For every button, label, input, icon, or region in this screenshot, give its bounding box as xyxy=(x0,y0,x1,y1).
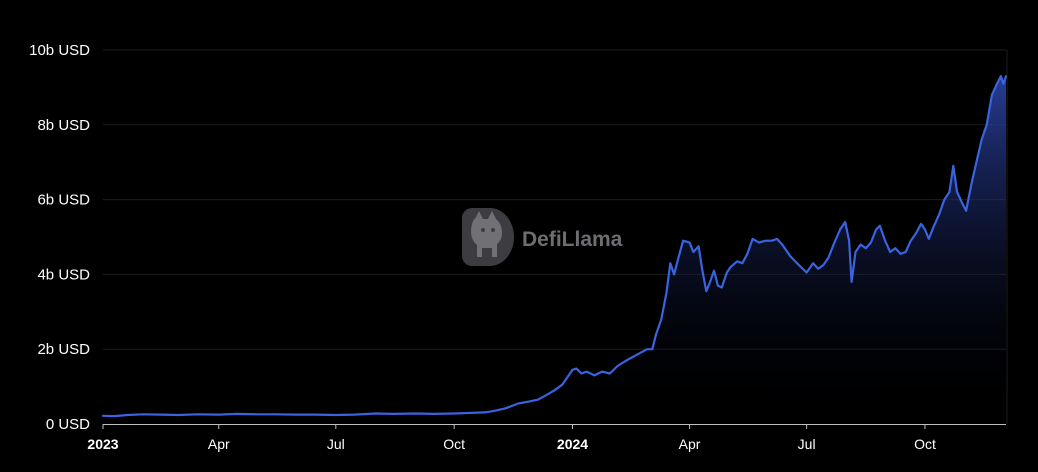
y-tick-label: 10b USD xyxy=(29,42,90,59)
y-tick-label: 6b USD xyxy=(37,192,90,209)
y-tick-label: 0 USD xyxy=(46,416,90,433)
y-tick-label: 8b USD xyxy=(37,117,90,134)
x-tick-label: Apr xyxy=(208,436,230,452)
x-tick-label: Apr xyxy=(679,436,701,452)
x-tick-label: Oct xyxy=(914,436,936,452)
watermark-text: DefiLlama xyxy=(522,228,623,251)
y-tick-label: 4b USD xyxy=(37,266,90,283)
llama-logo-icon xyxy=(462,208,514,266)
x-tick-label: 2023 xyxy=(87,436,118,452)
y-tick-label: 2b USD xyxy=(37,341,90,358)
x-tick-label: Jul xyxy=(798,436,816,452)
x-tick-label: Jul xyxy=(327,436,345,452)
watermark: DefiLlama xyxy=(462,208,623,266)
x-tick-label: Oct xyxy=(443,436,465,452)
x-tick-label: 2024 xyxy=(557,436,588,452)
